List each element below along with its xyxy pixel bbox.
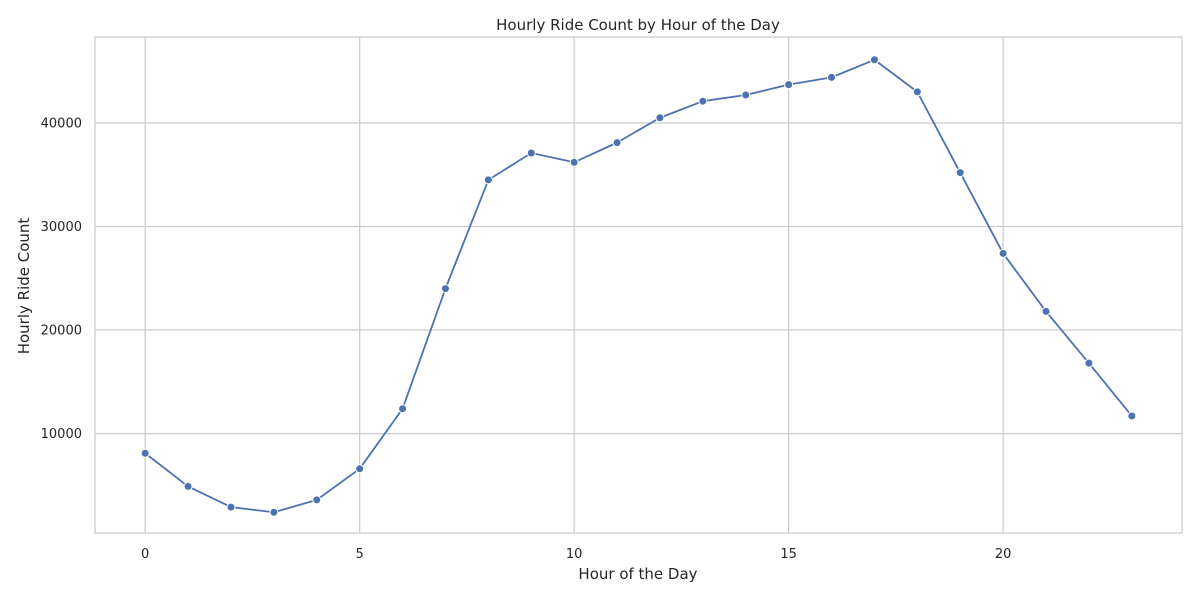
data-point [827, 72, 837, 82]
y-tick-label: 40000 [41, 116, 82, 131]
data-point [183, 481, 193, 491]
data-point [1127, 411, 1137, 421]
data-point [1084, 358, 1094, 368]
data-point [140, 448, 150, 458]
data-point [655, 113, 665, 123]
data-point [483, 175, 493, 185]
y-axis-label: Hourly Ride Count [15, 218, 33, 355]
y-tick-label: 10000 [41, 427, 82, 442]
data-point [569, 157, 579, 167]
x-tick-label: 0 [141, 547, 149, 562]
ticks-layer: 0 5 10 15 20 10000 20000 30000 40000 [41, 116, 1012, 562]
x-tick-label: 5 [356, 547, 364, 562]
series-line [144, 58, 1133, 514]
data-point [784, 80, 794, 90]
x-tick-label: 20 [995, 547, 1012, 562]
data-point [526, 148, 536, 158]
y-tick-label: 30000 [41, 220, 82, 235]
data-point [1041, 306, 1051, 316]
data-point [355, 464, 365, 474]
data-point [912, 87, 922, 97]
data-point [269, 507, 279, 517]
data-point [955, 168, 965, 178]
x-axis-label: Hour of the Day [578, 565, 697, 583]
data-point [312, 495, 322, 505]
y-tick-label: 20000 [41, 324, 82, 339]
grid-layer [95, 37, 1182, 533]
plot-frame [94, 36, 1183, 534]
data-point [398, 404, 408, 414]
data-point [741, 90, 751, 100]
data-point [998, 248, 1008, 258]
chart-title: Hourly Ride Count by Hour of the Day [496, 16, 780, 34]
series-layer [140, 55, 1137, 517]
data-point [612, 138, 622, 148]
x-tick-label: 10 [566, 547, 583, 562]
data-point [869, 55, 879, 65]
x-tick-label: 15 [780, 547, 797, 562]
data-point [440, 284, 450, 294]
data-point [226, 502, 236, 512]
data-point [698, 96, 708, 106]
